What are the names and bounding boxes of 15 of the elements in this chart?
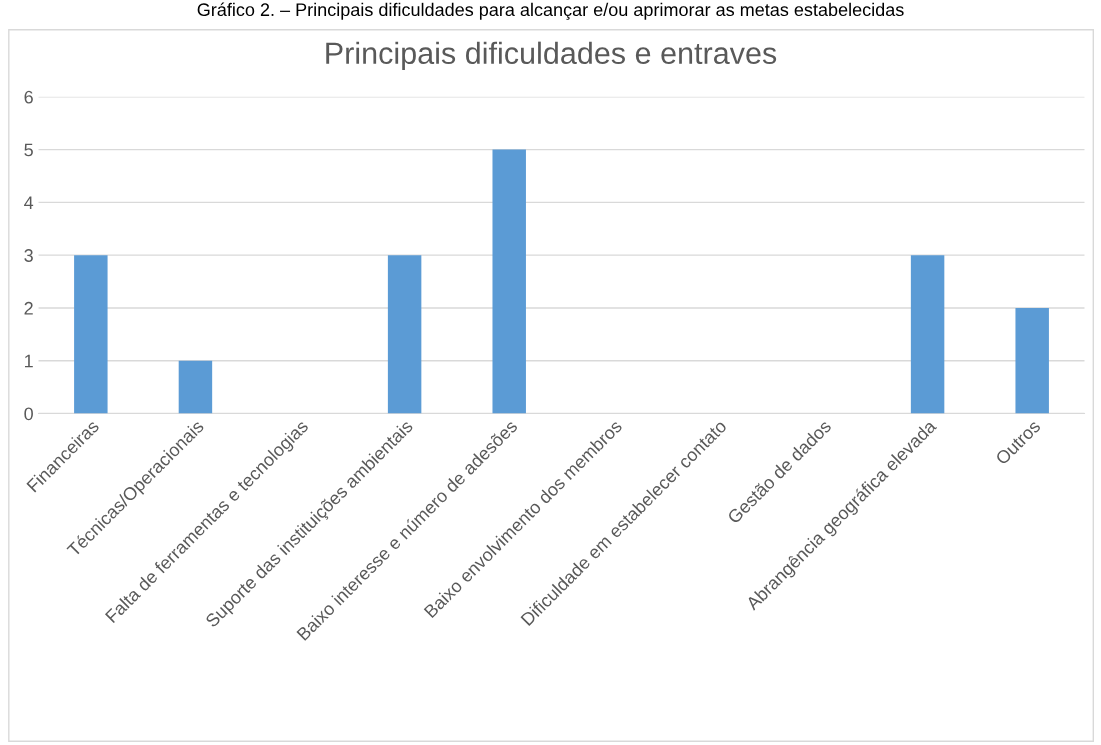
y-tick-label: 0: [24, 407, 33, 421]
text: Gráfico 2. – Principais dificuldades para alcançar e/ou aprimorar as metas estabelecidas: [197, 2, 904, 20]
bar: [74, 255, 108, 414]
y-tick-label: 2: [24, 301, 33, 315]
y-tick-label: 6: [24, 90, 33, 104]
bar: [1015, 307, 1049, 414]
y-tick-label: 1: [25, 354, 33, 368]
chart-title: Principais dificuldades e entraves: [326, 41, 777, 71]
y-tick-label: 5: [24, 143, 33, 157]
y-tick-label: 3: [24, 249, 33, 262]
bar: [387, 255, 422, 414]
bar: [178, 360, 213, 414]
y-tick-label: 4: [24, 196, 34, 209]
bar: [910, 255, 945, 414]
bar: [492, 149, 526, 414]
